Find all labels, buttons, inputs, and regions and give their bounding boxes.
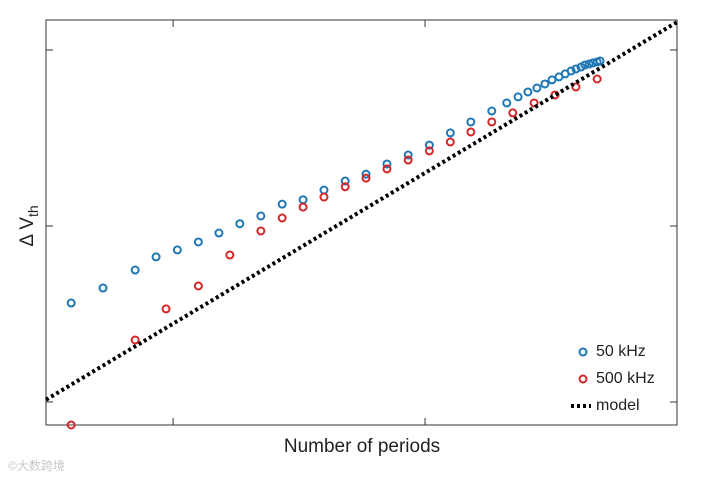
data-point	[502, 98, 512, 108]
data-point	[340, 176, 350, 186]
data-point	[235, 219, 245, 229]
legend-label: model	[596, 397, 640, 414]
plot-frame	[45, 19, 678, 426]
data-point	[466, 117, 476, 127]
data-point	[547, 75, 557, 85]
data-point	[529, 98, 539, 108]
data-point	[584, 59, 594, 69]
data-point	[277, 213, 287, 223]
data-point	[340, 182, 350, 192]
data-point	[424, 140, 434, 150]
data-point	[225, 250, 235, 260]
legend-marker	[578, 374, 588, 384]
data-point	[161, 304, 171, 314]
y-label-main: Δ V	[17, 217, 38, 247]
data-point	[403, 155, 413, 165]
data-point	[580, 60, 590, 70]
data-point	[277, 199, 287, 209]
data-point	[403, 150, 413, 160]
data-point	[508, 108, 518, 118]
data-point	[424, 146, 434, 156]
legend-marker	[578, 347, 588, 357]
data-point	[256, 226, 266, 236]
data-point	[445, 128, 455, 138]
data-point	[566, 66, 576, 76]
data-point	[193, 281, 203, 291]
data-point	[445, 137, 455, 147]
data-point	[172, 245, 182, 255]
data-point	[193, 237, 203, 247]
watermark: ©大数跨境	[8, 458, 65, 473]
data-point	[66, 420, 76, 430]
data-point	[382, 159, 392, 169]
data-point	[319, 192, 329, 202]
legend-label: 50 kHz	[596, 343, 646, 360]
y-axis-label: Δ Vth	[17, 205, 41, 246]
data-point	[487, 117, 497, 127]
data-point	[571, 64, 581, 74]
data-point	[151, 252, 161, 262]
data-point	[214, 228, 224, 238]
model-line	[44, 20, 679, 402]
data-point	[540, 79, 550, 89]
data-point	[592, 74, 602, 84]
y-label-sub: th	[25, 205, 41, 217]
data-point	[466, 127, 476, 137]
data-point	[66, 298, 76, 308]
data-point	[256, 211, 266, 221]
data-point	[487, 106, 497, 116]
data-point	[361, 173, 371, 183]
data-point	[513, 92, 523, 102]
data-point	[595, 56, 605, 66]
data-point	[98, 283, 108, 293]
data-point	[523, 87, 533, 97]
data-point	[130, 265, 140, 275]
data-point	[382, 164, 392, 174]
legend-label: 500 kHz	[596, 370, 655, 387]
data-point	[298, 202, 308, 212]
data-point	[298, 195, 308, 205]
data-point	[361, 169, 371, 179]
data-point	[130, 335, 140, 345]
data-point	[319, 185, 329, 195]
x-axis-label: Number of periods	[284, 436, 440, 457]
data-point	[532, 83, 542, 93]
